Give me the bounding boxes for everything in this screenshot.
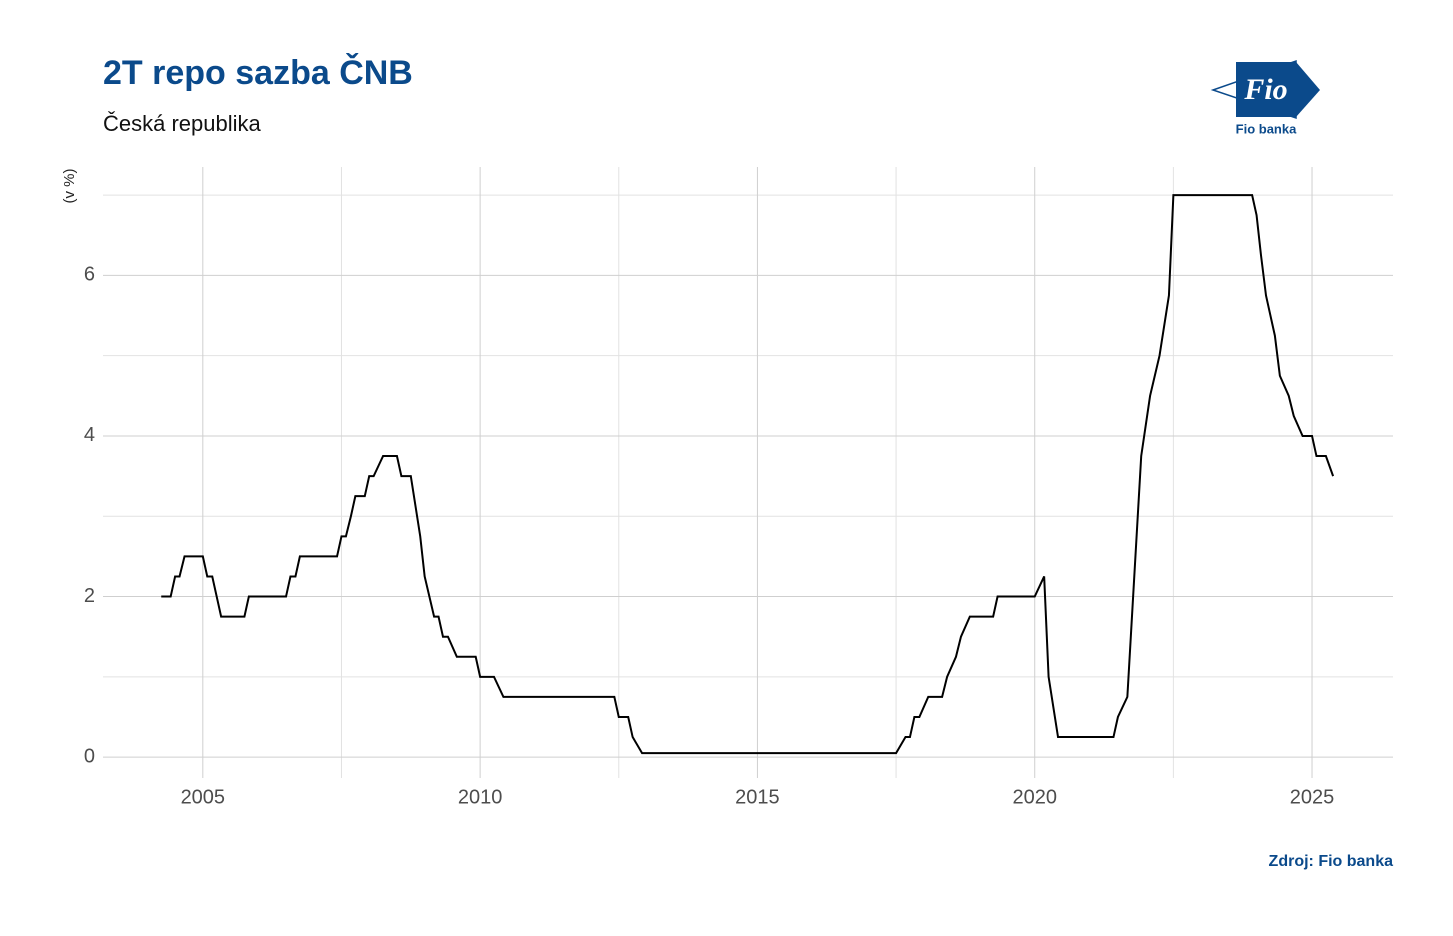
chart-title: 2T repo sazba ČNB <box>103 53 413 92</box>
x-tick-label: 2015 <box>735 786 780 808</box>
logo-name: Fio banka <box>1236 121 1297 136</box>
x-tick-label: 2025 <box>1290 786 1335 808</box>
chart-subtitle: Česká republika <box>103 111 262 136</box>
y-tick-label: 6 <box>84 264 95 286</box>
y-tick-label: 0 <box>84 745 95 767</box>
caption: Zdroj: Fio banka <box>1269 853 1394 870</box>
x-tick-label: 2005 <box>181 786 226 808</box>
logo-flag <box>1236 62 1320 117</box>
x-tick-label: 2010 <box>458 786 503 808</box>
line <box>161 194 1335 755</box>
y-tick-label: 2 <box>84 585 95 607</box>
x-tick-label: 2020 <box>1012 786 1057 808</box>
y-tick-label: 4 <box>84 424 95 446</box>
logo-mark: Fio <box>1243 73 1287 106</box>
y-axis-label: (v %) <box>61 169 78 204</box>
logo: Fio Fio banka <box>1210 59 1320 136</box>
